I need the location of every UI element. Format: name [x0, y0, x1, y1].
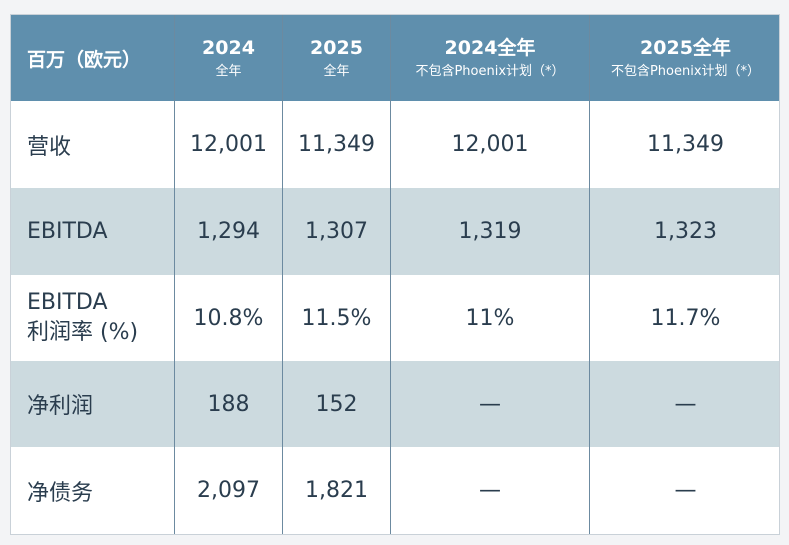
table-cell: 2,097	[174, 447, 282, 534]
table-cell: 11%	[390, 275, 589, 361]
table-cell: 1,319	[390, 188, 589, 275]
header-col-sub: 全年	[323, 64, 350, 79]
table-cell: 1,307	[282, 188, 390, 275]
header-col-2024: 2024 全年	[174, 15, 282, 101]
table-cell: 1,323	[589, 188, 779, 275]
header-col-main: 2024	[202, 37, 255, 59]
table-cell: —	[390, 447, 589, 534]
header-col-2024-ex-phoenix: 2024全年 不包含Phoenix计划（*）	[390, 15, 589, 101]
table-cell: —	[589, 361, 779, 447]
table-cell: 1,294	[174, 188, 282, 275]
header-col-main: 2025全年	[640, 37, 731, 59]
table-cell: 11,349	[589, 101, 779, 188]
header-col-2025-ex-phoenix: 2025全年 不包含Phoenix计划（*）	[589, 15, 779, 101]
row-label-line1: EBITDA	[27, 290, 108, 315]
financial-table-frame: 百万（欧元） 2024 全年 2025 全年 2024全年 不包含Phoenix…	[10, 14, 780, 535]
row-label-net-profit: 净利润	[11, 361, 174, 447]
header-col-sub: 不包含Phoenix计划（*）	[415, 64, 565, 79]
row-label-revenue: 营收	[11, 101, 174, 188]
row-label-ebitda: EBITDA	[11, 188, 174, 275]
financial-table: 百万（欧元） 2024 全年 2025 全年 2024全年 不包含Phoenix…	[11, 15, 779, 534]
table-cell: 11.7%	[589, 275, 779, 361]
header-col-2025: 2025 全年	[282, 15, 390, 101]
table-cell: 10.8%	[174, 275, 282, 361]
row-label-ebitda-margin: EBITDA 利润率 (%)	[11, 275, 174, 361]
row-label-line2: 利润率 (%)	[27, 320, 139, 345]
row-label-net-debt: 净债务	[11, 447, 174, 534]
table-cell: —	[390, 361, 589, 447]
table-cell: 1,821	[282, 447, 390, 534]
row-label-stack: EBITDA 利润率 (%)	[27, 288, 138, 348]
header-unit-label: 百万（欧元）	[27, 48, 142, 71]
header-col-sub: 不包含Phoenix计划（*）	[610, 64, 761, 79]
header-col-main: 2025	[310, 37, 363, 59]
table-cell: 12,001	[390, 101, 589, 188]
header-col-main: 2024全年	[444, 37, 536, 59]
header-label-cell: 百万（欧元）	[11, 15, 174, 101]
table-cell: 188	[174, 361, 282, 447]
table-cell: 11,349	[282, 101, 390, 188]
header-col-sub: 全年	[215, 64, 242, 79]
table-cell: —	[589, 447, 779, 534]
table-cell: 12,001	[174, 101, 282, 188]
table-cell: 11.5%	[282, 275, 390, 361]
table-cell: 152	[282, 361, 390, 447]
